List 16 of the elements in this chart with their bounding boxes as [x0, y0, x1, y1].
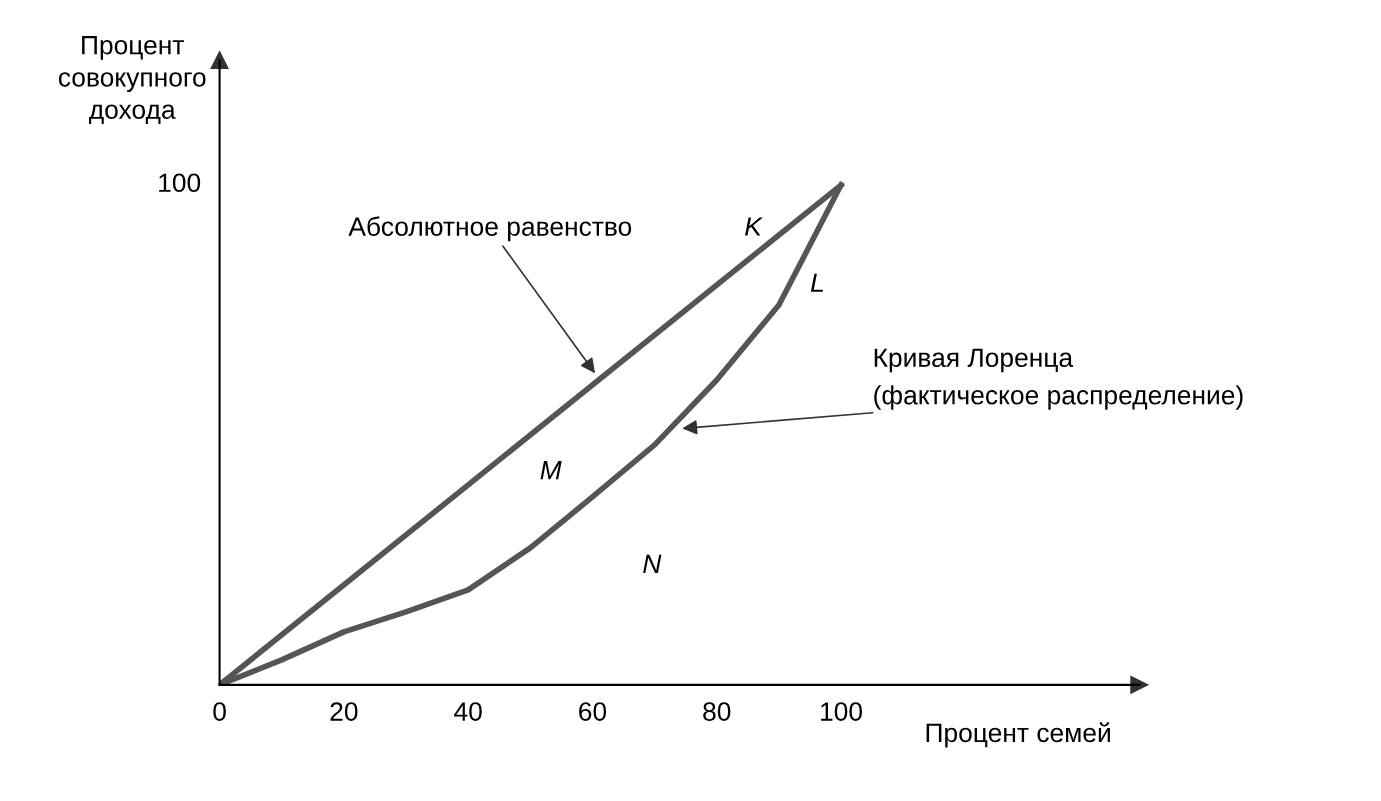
annotation: Кривая Лоренца [874, 348, 1074, 373]
annotation: Абсолютное равенство [348, 216, 632, 242]
annotation: L [810, 273, 823, 292]
x-axis-title: Процент семей [926, 722, 1110, 748]
text: 100 [159, 173, 201, 193]
x-tick-label: 20 [330, 702, 358, 721]
annotation: M [540, 461, 562, 480]
annotation: K [745, 217, 763, 236]
x-tick-label: 60 [579, 702, 607, 721]
y-axis-title: Процент совокупного дохода [58, 36, 206, 124]
annotation: (фактическое распределение) [874, 385, 1243, 410]
annotation: N [643, 554, 662, 573]
x-tick-label: 0 [213, 702, 226, 721]
x-tick-label: 40 [454, 702, 482, 721]
x-tick-label: 100 [821, 702, 863, 721]
x-tick-label: 80 [703, 702, 731, 721]
